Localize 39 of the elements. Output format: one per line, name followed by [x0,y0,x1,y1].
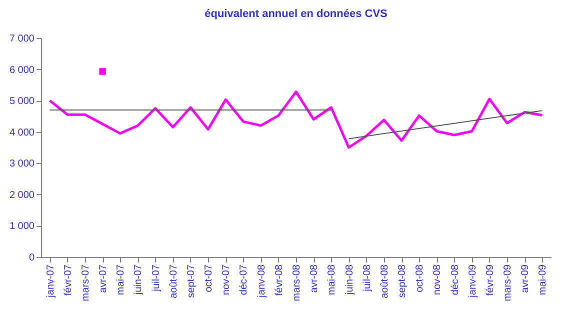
x-tick-label: avr-07 [98,264,110,293]
x-tick-label: janv-09 [467,264,478,298]
x-tick-label: nov-08 [432,264,444,296]
x-tick-label: oct-07 [204,264,215,292]
x-tick-label: févr-09 [484,264,496,296]
y-tick-label: 1 000 [9,221,35,232]
x-tick-label: mars-08 [292,264,302,302]
x-tick-label: juil-08 [362,264,373,292]
x-tick-label: avr-08 [309,264,320,293]
x-tick-label: févr-08 [274,264,285,296]
x-tick-label: déc-08 [450,264,461,296]
x-tick-label: sept-08 [397,264,408,298]
x-tick-label: janv-08 [256,264,268,298]
x-tick-label: déc-07 [238,264,250,296]
x-tick-label: mars-07 [80,264,92,302]
x-tick-label: avr-09 [520,264,532,293]
x-tick-label: mai-09 [538,264,549,296]
x-tick-label: janv-07 [45,264,56,298]
x-tick-label: juil-07 [150,264,162,292]
y-tick-label: 7 000 [9,34,35,44]
x-tick-label: mars-09 [502,264,514,302]
y-tick-label: 2 000 [9,190,35,201]
y-tick-label: 5 000 [9,96,35,108]
x-tick-label: mai-07 [116,264,127,296]
x-tick-label: août-08 [379,264,390,298]
x-tick-label: oct-08 [414,264,426,292]
x-tick-label: juin-08 [344,264,356,296]
chart-title: équivalent annuel en données CVS [204,8,388,20]
x-tick-label: juin-07 [133,264,144,296]
y-tick-label: 0 [28,252,35,264]
line-series [48,90,544,149]
x-tick-label: nov-07 [221,264,232,296]
y-tick-label: 3 000 [9,158,35,170]
y-tick-label: 4 000 [9,127,35,138]
x-tick-label: août-07 [168,264,180,298]
x-tick-label: mai-08 [326,264,338,296]
y-tick-label: 6 000 [9,64,35,76]
x-tick-label: sept-07 [186,264,197,298]
x-tick-label: févr-07 [62,264,74,296]
